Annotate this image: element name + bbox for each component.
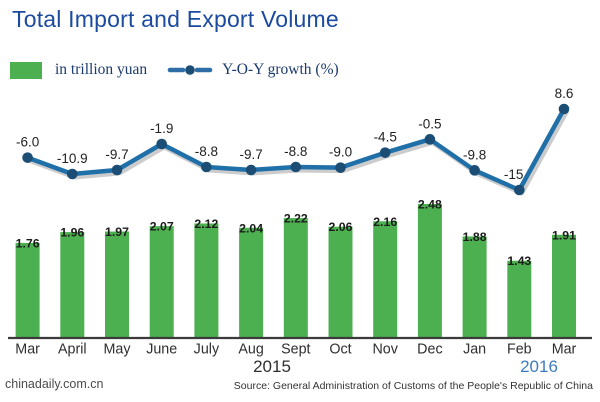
month-label: Aug bbox=[238, 342, 263, 358]
year-label: 2015 bbox=[253, 357, 291, 376]
bar-value-label: 1.43 bbox=[507, 254, 531, 268]
line-point bbox=[379, 147, 391, 158]
bar-value-label: 1.96 bbox=[60, 226, 84, 240]
bar bbox=[149, 226, 174, 338]
bar-value-label: 2.07 bbox=[150, 220, 174, 234]
bar-value-label: 2.06 bbox=[329, 220, 353, 234]
line-point bbox=[469, 165, 480, 176]
line-value-label: -4.5 bbox=[374, 130, 397, 145]
line-value-label: -8.8 bbox=[195, 144, 218, 159]
line-point bbox=[22, 152, 33, 163]
page-title: Total Import and Export Volume bbox=[12, 6, 339, 32]
month-label: April bbox=[58, 342, 87, 358]
bar-series-swatch-icon bbox=[10, 61, 42, 79]
month-label: July bbox=[194, 342, 220, 358]
watermark-site: chinadaily.com.cn bbox=[5, 377, 104, 391]
bar-value-label: 2.16 bbox=[373, 215, 397, 229]
month-label: Jan bbox=[463, 342, 486, 358]
bar bbox=[328, 226, 353, 338]
bar-value-label: 1.76 bbox=[16, 236, 40, 250]
line-value-label: -10.9 bbox=[57, 151, 88, 166]
bar-value-label: 1.91 bbox=[552, 228, 576, 242]
bar-value-label: 2.22 bbox=[284, 212, 308, 226]
line-value-label: -9.7 bbox=[239, 147, 262, 162]
month-label: May bbox=[103, 342, 131, 358]
line-series-legend-label: Y-O-Y growth (%) bbox=[222, 61, 339, 78]
line-point bbox=[558, 103, 570, 115]
bar-series-legend-label: in trillion yuan bbox=[55, 61, 148, 78]
bar bbox=[283, 218, 308, 338]
line-value-label: -9.8 bbox=[463, 147, 486, 162]
line-point bbox=[424, 134, 436, 145]
line-point bbox=[67, 168, 78, 180]
line-value-label: -6.0 bbox=[16, 135, 39, 150]
line-series-swatch-icon bbox=[167, 65, 213, 75]
bar bbox=[373, 221, 398, 338]
line-value-label: -8.8 bbox=[284, 144, 307, 159]
bar bbox=[417, 204, 442, 338]
month-label: Sept bbox=[281, 342, 310, 358]
bar-value-label: 2.48 bbox=[418, 198, 442, 212]
bar-value-label: 2.04 bbox=[239, 221, 263, 235]
source-credit: Source: General Administration of Custom… bbox=[233, 380, 593, 392]
line-value-label: -1.9 bbox=[150, 121, 173, 136]
month-label: Feb bbox=[507, 342, 532, 358]
bar-value-label: 2.12 bbox=[194, 217, 218, 231]
line-point bbox=[245, 164, 257, 176]
line-value-label: 8.6 bbox=[555, 86, 574, 101]
month-label: Oct bbox=[329, 342, 351, 358]
month-label: Mar bbox=[552, 342, 577, 358]
line-value-label: -9.7 bbox=[105, 147, 128, 162]
bar-value-label: 1.88 bbox=[463, 230, 487, 244]
bar bbox=[239, 227, 264, 338]
month-label: Dec bbox=[417, 342, 442, 358]
chart-legend: in trillion yuan Y-O-Y growth (%) bbox=[10, 60, 339, 80]
bar bbox=[507, 260, 532, 338]
month-label: Mar bbox=[15, 342, 40, 358]
bar bbox=[60, 232, 85, 338]
line-point bbox=[335, 162, 346, 173]
line-point bbox=[201, 161, 212, 173]
line-point bbox=[514, 184, 525, 196]
bar-value-label: 1.97 bbox=[105, 225, 129, 239]
bar bbox=[15, 242, 40, 338]
month-label: Nov bbox=[372, 342, 398, 358]
year-label: 2016 bbox=[520, 357, 558, 376]
line-point bbox=[290, 161, 302, 173]
line-point bbox=[111, 164, 123, 176]
line-value-label: -9.0 bbox=[329, 145, 352, 160]
month-label: June bbox=[146, 342, 177, 358]
bar bbox=[552, 234, 576, 338]
line-value-label: -0.5 bbox=[418, 116, 441, 131]
bar bbox=[462, 236, 487, 338]
bar bbox=[105, 231, 129, 338]
line-point bbox=[156, 138, 167, 150]
bar bbox=[194, 223, 219, 338]
